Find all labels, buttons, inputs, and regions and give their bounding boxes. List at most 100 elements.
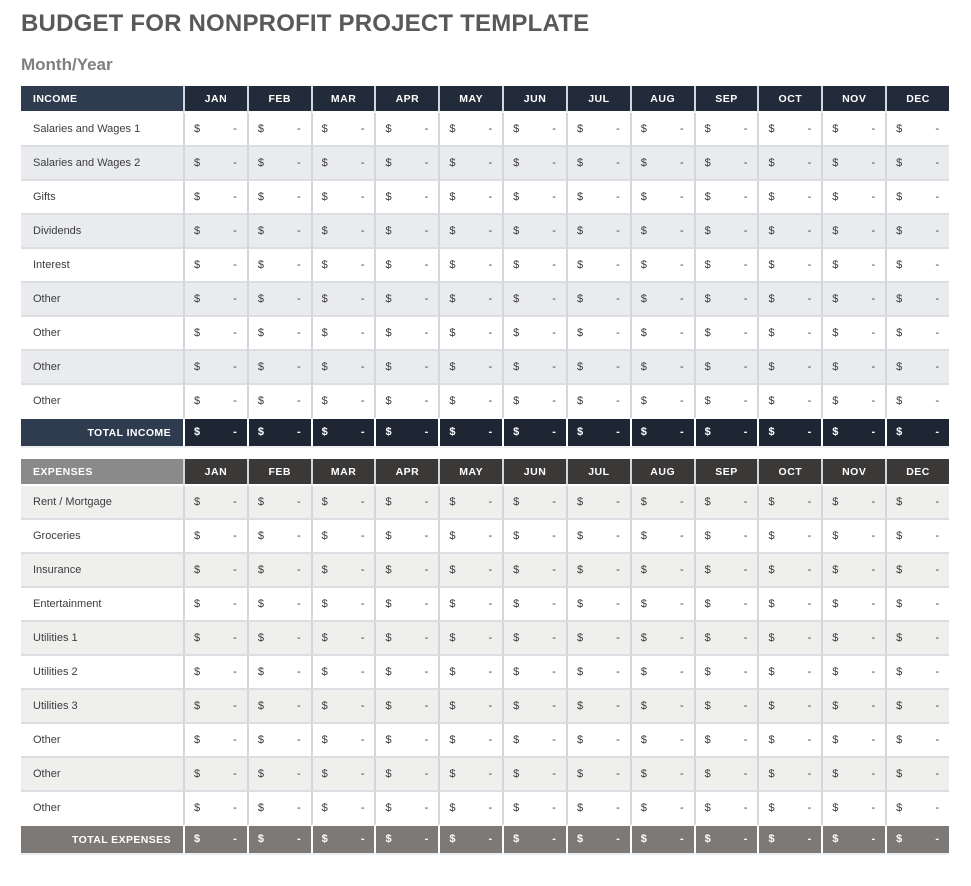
value-cell-income-sep[interactable]: $ -	[693, 283, 758, 317]
value-cell-income-dec[interactable]: $ -	[885, 181, 949, 215]
value-cell-expenses-dec[interactable]: $ -	[885, 758, 949, 792]
value-cell-income-jul[interactable]: $ -	[565, 147, 630, 181]
value-cell-income-dec[interactable]: $ -	[885, 147, 949, 181]
value-cell-expenses-apr[interactable]: $ -	[374, 758, 439, 792]
value-cell-expenses-apr[interactable]: $ -	[374, 724, 439, 758]
value-cell-expenses-may[interactable]: $ -	[438, 724, 503, 758]
value-cell-income-oct[interactable]: $ -	[757, 283, 822, 317]
value-cell-expenses-mar[interactable]: $ -	[310, 656, 375, 690]
value-cell-expenses-jun[interactable]: $ -	[502, 486, 566, 520]
value-cell-income-apr[interactable]: $ -	[374, 113, 439, 147]
value-cell-expenses-mar[interactable]: $ -	[310, 690, 375, 724]
value-cell-income-nov[interactable]: $ -	[821, 351, 886, 385]
value-cell-income-dec[interactable]: $ -	[885, 283, 949, 317]
value-cell-income-aug[interactable]: $ -	[629, 215, 694, 249]
value-cell-income-feb[interactable]: $ -	[246, 385, 311, 419]
value-cell-expenses-aug[interactable]: $ -	[629, 792, 694, 826]
value-cell-income-oct[interactable]: $ -	[757, 113, 822, 147]
value-cell-expenses-jan[interactable]: $ -	[183, 690, 247, 724]
value-cell-income-jul[interactable]: $ -	[565, 385, 630, 419]
value-cell-expenses-aug[interactable]: $ -	[629, 554, 694, 588]
value-cell-income-mar[interactable]: $ -	[310, 317, 375, 351]
value-cell-income-may[interactable]: $ -	[438, 385, 503, 419]
value-cell-expenses-oct[interactable]: $ -	[757, 690, 822, 724]
value-cell-income-feb[interactable]: $ -	[246, 283, 311, 317]
value-cell-expenses-apr[interactable]: $ -	[374, 690, 439, 724]
value-cell-expenses-sep[interactable]: $ -	[693, 554, 758, 588]
value-cell-income-sep[interactable]: $ -	[693, 317, 758, 351]
value-cell-income-jul[interactable]: $ -	[565, 249, 630, 283]
value-cell-expenses-feb[interactable]: $ -	[246, 690, 311, 724]
value-cell-expenses-jan[interactable]: $ -	[183, 554, 247, 588]
value-cell-income-jun[interactable]: $ -	[502, 147, 566, 181]
value-cell-expenses-sep[interactable]: $ -	[693, 486, 758, 520]
value-cell-income-dec[interactable]: $ -	[885, 113, 949, 147]
value-cell-expenses-jul[interactable]: $ -	[565, 554, 630, 588]
value-cell-income-mar[interactable]: $ -	[310, 249, 375, 283]
value-cell-expenses-may[interactable]: $ -	[438, 656, 503, 690]
value-cell-expenses-oct[interactable]: $ -	[757, 724, 822, 758]
value-cell-income-may[interactable]: $ -	[438, 147, 503, 181]
value-cell-expenses-aug[interactable]: $ -	[629, 690, 694, 724]
value-cell-income-jun[interactable]: $ -	[502, 249, 566, 283]
value-cell-expenses-apr[interactable]: $ -	[374, 554, 439, 588]
value-cell-expenses-feb[interactable]: $ -	[246, 724, 311, 758]
value-cell-income-jan[interactable]: $ -	[183, 317, 247, 351]
value-cell-expenses-nov[interactable]: $ -	[821, 724, 886, 758]
value-cell-expenses-dec[interactable]: $ -	[885, 792, 949, 826]
value-cell-income-sep[interactable]: $ -	[693, 215, 758, 249]
value-cell-expenses-jul[interactable]: $ -	[565, 792, 630, 826]
value-cell-income-sep[interactable]: $ -	[693, 113, 758, 147]
value-cell-expenses-jun[interactable]: $ -	[502, 792, 566, 826]
value-cell-expenses-oct[interactable]: $ -	[757, 520, 822, 554]
value-cell-expenses-dec[interactable]: $ -	[885, 622, 949, 656]
value-cell-expenses-jun[interactable]: $ -	[502, 690, 566, 724]
value-cell-income-jan[interactable]: $ -	[183, 385, 247, 419]
value-cell-income-oct[interactable]: $ -	[757, 215, 822, 249]
value-cell-income-aug[interactable]: $ -	[629, 351, 694, 385]
value-cell-income-may[interactable]: $ -	[438, 283, 503, 317]
value-cell-expenses-sep[interactable]: $ -	[693, 792, 758, 826]
value-cell-income-feb[interactable]: $ -	[246, 317, 311, 351]
value-cell-expenses-jan[interactable]: $ -	[183, 724, 247, 758]
value-cell-income-mar[interactable]: $ -	[310, 215, 375, 249]
value-cell-income-jan[interactable]: $ -	[183, 113, 247, 147]
value-cell-expenses-jul[interactable]: $ -	[565, 486, 630, 520]
value-cell-income-mar[interactable]: $ -	[310, 283, 375, 317]
value-cell-expenses-jun[interactable]: $ -	[502, 758, 566, 792]
value-cell-expenses-may[interactable]: $ -	[438, 792, 503, 826]
value-cell-expenses-apr[interactable]: $ -	[374, 622, 439, 656]
value-cell-income-aug[interactable]: $ -	[629, 385, 694, 419]
value-cell-expenses-jan[interactable]: $ -	[183, 486, 247, 520]
value-cell-income-nov[interactable]: $ -	[821, 317, 886, 351]
value-cell-income-oct[interactable]: $ -	[757, 181, 822, 215]
value-cell-expenses-apr[interactable]: $ -	[374, 792, 439, 826]
value-cell-expenses-jul[interactable]: $ -	[565, 758, 630, 792]
value-cell-income-dec[interactable]: $ -	[885, 317, 949, 351]
value-cell-expenses-aug[interactable]: $ -	[629, 588, 694, 622]
value-cell-income-oct[interactable]: $ -	[757, 317, 822, 351]
value-cell-expenses-apr[interactable]: $ -	[374, 486, 439, 520]
value-cell-income-dec[interactable]: $ -	[885, 249, 949, 283]
value-cell-income-may[interactable]: $ -	[438, 317, 503, 351]
value-cell-income-oct[interactable]: $ -	[757, 147, 822, 181]
value-cell-income-sep[interactable]: $ -	[693, 181, 758, 215]
value-cell-expenses-may[interactable]: $ -	[438, 758, 503, 792]
value-cell-expenses-jun[interactable]: $ -	[502, 554, 566, 588]
value-cell-expenses-aug[interactable]: $ -	[629, 656, 694, 690]
value-cell-expenses-sep[interactable]: $ -	[693, 656, 758, 690]
value-cell-expenses-may[interactable]: $ -	[438, 520, 503, 554]
value-cell-income-jun[interactable]: $ -	[502, 215, 566, 249]
value-cell-income-jun[interactable]: $ -	[502, 385, 566, 419]
value-cell-income-apr[interactable]: $ -	[374, 249, 439, 283]
value-cell-expenses-feb[interactable]: $ -	[246, 520, 311, 554]
value-cell-income-jul[interactable]: $ -	[565, 317, 630, 351]
value-cell-expenses-nov[interactable]: $ -	[821, 554, 886, 588]
value-cell-income-apr[interactable]: $ -	[374, 215, 439, 249]
value-cell-expenses-aug[interactable]: $ -	[629, 724, 694, 758]
value-cell-expenses-jan[interactable]: $ -	[183, 622, 247, 656]
value-cell-income-mar[interactable]: $ -	[310, 385, 375, 419]
value-cell-expenses-jun[interactable]: $ -	[502, 622, 566, 656]
value-cell-income-jun[interactable]: $ -	[502, 181, 566, 215]
value-cell-expenses-jun[interactable]: $ -	[502, 588, 566, 622]
